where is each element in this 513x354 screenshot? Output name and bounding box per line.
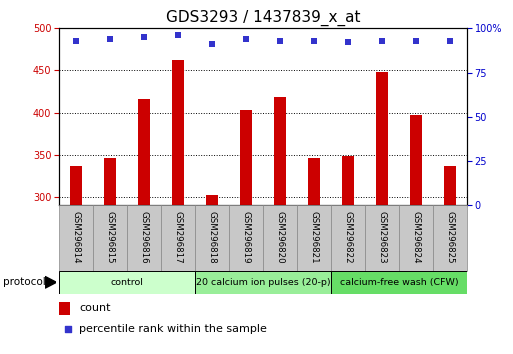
Bar: [59, 271, 195, 294]
Bar: [342, 156, 354, 205]
Bar: [331, 271, 467, 294]
Point: [412, 38, 420, 44]
Text: GSM296825: GSM296825: [445, 211, 455, 263]
Point: [140, 34, 148, 40]
Polygon shape: [45, 276, 56, 288]
Text: GSM296814: GSM296814: [71, 211, 81, 263]
Bar: [229, 205, 263, 271]
Point: [242, 36, 250, 42]
Bar: [297, 205, 331, 271]
Bar: [161, 205, 195, 271]
Point: [310, 38, 318, 44]
Text: count: count: [80, 303, 111, 313]
Bar: [93, 205, 127, 271]
Bar: [127, 205, 161, 271]
Bar: [308, 158, 320, 205]
Text: calcium-free wash (CFW): calcium-free wash (CFW): [340, 278, 458, 287]
Bar: [59, 302, 70, 315]
Bar: [206, 195, 218, 205]
Text: protocol: protocol: [3, 277, 45, 287]
Bar: [104, 158, 116, 205]
Bar: [59, 205, 93, 271]
Text: GSM296819: GSM296819: [242, 211, 250, 263]
Bar: [138, 99, 150, 205]
Point: [208, 41, 216, 47]
Text: control: control: [110, 278, 144, 287]
Point: [446, 38, 454, 44]
Point: [106, 36, 114, 42]
Bar: [399, 205, 433, 271]
Text: GSM296821: GSM296821: [309, 211, 319, 263]
Text: 20 calcium ion pulses (20-p): 20 calcium ion pulses (20-p): [195, 278, 330, 287]
Point: [64, 326, 72, 332]
Bar: [274, 97, 286, 205]
Text: GSM296815: GSM296815: [106, 211, 114, 263]
Bar: [444, 166, 456, 205]
Bar: [172, 60, 184, 205]
Bar: [263, 205, 297, 271]
Bar: [331, 205, 365, 271]
Bar: [240, 110, 252, 205]
Text: GSM296823: GSM296823: [378, 211, 386, 263]
Text: GSM296822: GSM296822: [343, 211, 352, 263]
Text: GSM296820: GSM296820: [275, 211, 284, 263]
Point: [174, 33, 182, 38]
Bar: [365, 205, 399, 271]
Point: [276, 38, 284, 44]
Bar: [195, 205, 229, 271]
Bar: [410, 115, 422, 205]
Text: GSM296816: GSM296816: [140, 211, 148, 263]
Point: [344, 40, 352, 45]
Point: [378, 38, 386, 44]
Bar: [376, 72, 388, 205]
Bar: [433, 205, 467, 271]
Bar: [70, 166, 82, 205]
Bar: [195, 271, 331, 294]
Text: GSM296824: GSM296824: [411, 211, 420, 263]
Text: GSM296817: GSM296817: [173, 211, 183, 263]
Title: GDS3293 / 1437839_x_at: GDS3293 / 1437839_x_at: [166, 9, 360, 25]
Point: [72, 38, 80, 44]
Text: percentile rank within the sample: percentile rank within the sample: [80, 324, 267, 334]
Text: GSM296818: GSM296818: [207, 211, 216, 263]
